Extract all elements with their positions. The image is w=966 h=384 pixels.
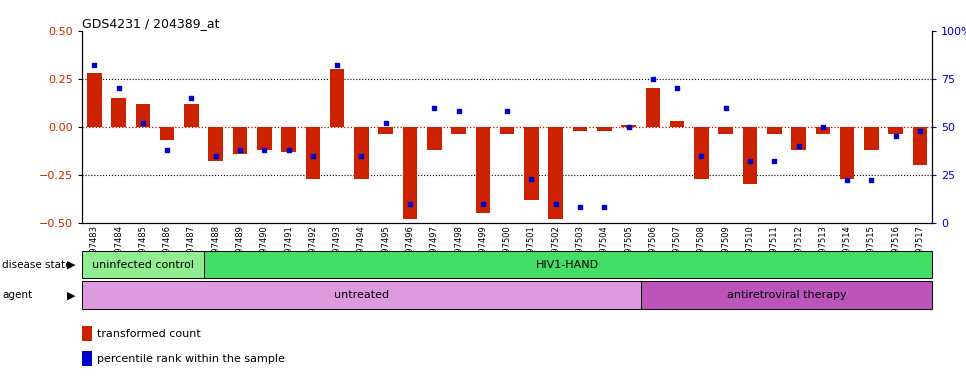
Bar [719,127,733,134]
Point [767,158,782,164]
Point [184,95,199,101]
Point [305,152,321,159]
Bar [913,127,927,165]
Bar [597,127,611,131]
Point [257,147,272,153]
Bar [640,281,932,309]
Bar [669,121,685,127]
Text: untreated: untreated [334,290,389,300]
Text: percentile rank within the sample: percentile rank within the sample [98,354,285,364]
Point [451,108,467,114]
Bar [87,73,101,127]
Point [354,152,369,159]
Bar [573,127,587,131]
Point [864,177,879,184]
Bar [889,127,903,134]
Bar [135,104,150,127]
Point [572,204,587,210]
Bar [82,326,93,341]
Bar [451,127,466,134]
Point [621,124,637,130]
Bar [499,127,515,134]
Point [645,76,661,82]
Bar [839,127,855,179]
Bar [865,127,879,150]
Bar [815,127,830,134]
Point [135,120,151,126]
Point [912,127,927,134]
Point [378,120,393,126]
Text: ▶: ▶ [68,290,75,300]
Point [427,104,442,111]
Text: agent: agent [2,290,32,300]
Bar [525,127,539,200]
Point [718,104,733,111]
Bar [355,127,369,179]
Point [499,108,515,114]
Text: HIV1-HAND: HIV1-HAND [536,260,600,270]
Point [548,200,563,207]
Bar [403,127,417,219]
Text: disease state: disease state [2,260,71,270]
Point [281,147,297,153]
Bar [82,281,640,309]
Bar [82,251,204,278]
Bar [305,127,320,179]
Point [888,133,903,139]
Text: antiretroviral therapy: antiretroviral therapy [726,290,846,300]
Bar [159,127,175,140]
Bar [645,88,660,127]
Point [208,152,223,159]
Bar [82,351,93,366]
Bar [767,127,781,134]
Text: GDS4231 / 204389_at: GDS4231 / 204389_at [82,17,219,30]
Point [839,177,855,184]
Bar [281,127,296,152]
Bar [329,69,345,127]
Point [475,200,491,207]
Point [669,85,685,91]
Bar [695,127,709,179]
Point [597,204,612,210]
Bar [743,127,757,184]
Point [329,62,345,68]
Point [402,200,417,207]
Bar [111,98,126,127]
Bar [549,127,563,219]
Bar [621,125,636,127]
Point [159,147,175,153]
Bar [257,127,271,150]
Point [111,85,127,91]
Point [87,62,102,68]
Point [815,124,831,130]
Bar [427,127,441,150]
Bar [185,104,199,127]
Bar [475,127,490,213]
Point [742,158,757,164]
Point [791,143,807,149]
Text: ▶: ▶ [68,260,75,270]
Bar [233,127,247,154]
Text: uninfected control: uninfected control [92,260,194,270]
Text: transformed count: transformed count [98,329,201,339]
Bar [791,127,806,150]
Bar [209,127,223,161]
Point [232,147,247,153]
Point [694,152,709,159]
Bar [204,251,932,278]
Bar [379,127,393,134]
Point [524,175,539,182]
